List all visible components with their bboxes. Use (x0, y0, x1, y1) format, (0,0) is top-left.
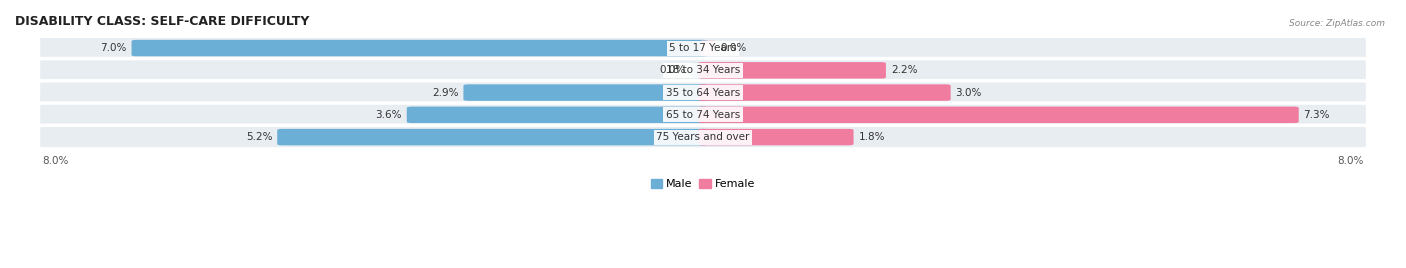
Text: 1.8%: 1.8% (859, 132, 884, 142)
Text: 35 to 64 Years: 35 to 64 Years (666, 88, 740, 98)
FancyBboxPatch shape (38, 81, 1368, 104)
Text: 75 Years and over: 75 Years and over (657, 132, 749, 142)
FancyBboxPatch shape (699, 62, 886, 79)
FancyBboxPatch shape (38, 36, 1368, 60)
FancyBboxPatch shape (699, 129, 853, 145)
Text: 18 to 34 Years: 18 to 34 Years (666, 65, 740, 75)
Text: 0.0%: 0.0% (721, 43, 747, 53)
Text: 0.0%: 0.0% (659, 65, 685, 75)
Text: 5.2%: 5.2% (246, 132, 273, 142)
Text: 7.0%: 7.0% (100, 43, 127, 53)
FancyBboxPatch shape (132, 40, 707, 56)
Text: 3.0%: 3.0% (956, 88, 981, 98)
Text: DISABILITY CLASS: SELF-CARE DIFFICULTY: DISABILITY CLASS: SELF-CARE DIFFICULTY (15, 15, 309, 28)
FancyBboxPatch shape (690, 63, 706, 78)
Text: 3.6%: 3.6% (375, 110, 402, 120)
FancyBboxPatch shape (699, 107, 1299, 123)
Legend: Male, Female: Male, Female (647, 174, 759, 193)
FancyBboxPatch shape (406, 107, 707, 123)
FancyBboxPatch shape (38, 58, 1368, 82)
Text: 2.2%: 2.2% (891, 65, 917, 75)
Text: Source: ZipAtlas.com: Source: ZipAtlas.com (1289, 19, 1385, 28)
FancyBboxPatch shape (699, 84, 950, 101)
Text: 2.9%: 2.9% (432, 88, 458, 98)
FancyBboxPatch shape (38, 103, 1368, 127)
FancyBboxPatch shape (277, 129, 707, 145)
Text: 65 to 74 Years: 65 to 74 Years (666, 110, 740, 120)
FancyBboxPatch shape (38, 125, 1368, 149)
Text: 7.3%: 7.3% (1303, 110, 1330, 120)
Text: 5 to 17 Years: 5 to 17 Years (669, 43, 737, 53)
FancyBboxPatch shape (464, 84, 707, 101)
FancyBboxPatch shape (700, 40, 716, 56)
